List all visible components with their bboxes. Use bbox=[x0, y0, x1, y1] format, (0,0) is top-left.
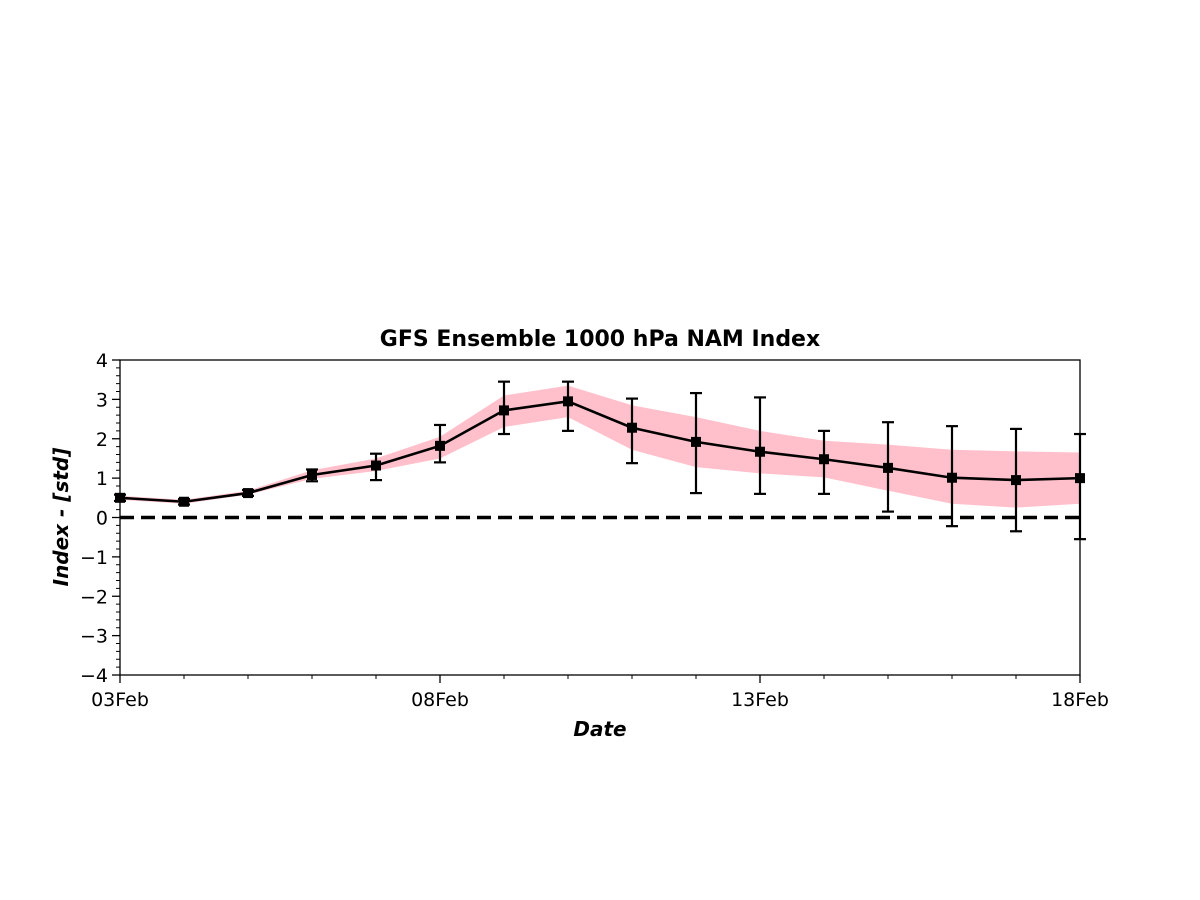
y-tick-label: −2 bbox=[80, 586, 108, 608]
y-tick-label: 3 bbox=[96, 389, 108, 411]
data-point bbox=[819, 454, 829, 465]
series-line bbox=[119, 400, 1081, 504]
data-point bbox=[755, 446, 765, 457]
data-point bbox=[243, 488, 253, 499]
x-tick-label: 13Feb bbox=[731, 689, 789, 711]
y-tick-label: 0 bbox=[96, 508, 108, 530]
data-point bbox=[371, 460, 381, 471]
data-point bbox=[1011, 475, 1021, 486]
x-axis-label: Date bbox=[573, 717, 626, 741]
data-point bbox=[883, 462, 893, 473]
y-tick-label: −3 bbox=[80, 626, 108, 648]
data-point bbox=[499, 405, 509, 416]
x-tick-label: 08Feb bbox=[411, 689, 469, 711]
y-tick-label: 4 bbox=[96, 350, 108, 372]
data-point bbox=[307, 469, 317, 480]
x-tick-label: 18Feb bbox=[1051, 689, 1109, 711]
data-point bbox=[563, 396, 573, 407]
spread-band bbox=[120, 385, 1080, 508]
x-tick-label: 03Feb bbox=[91, 689, 149, 711]
data-point bbox=[947, 472, 957, 483]
spread-band-layer bbox=[120, 385, 1080, 508]
y-tick-label: −1 bbox=[80, 547, 108, 569]
data-point bbox=[691, 436, 701, 447]
chart-title: GFS Ensemble 1000 hPa NAM Index bbox=[380, 327, 820, 352]
axes-layer: −4 −3 −2 −1 0 1 2 3 4 03Feb 08Feb 13Feb 18Feb bbox=[80, 350, 1109, 711]
y-axis-label: Index - [std] bbox=[49, 448, 73, 587]
data-point bbox=[179, 496, 189, 507]
y-tick-label: 2 bbox=[96, 429, 108, 451]
y-tick-label: 1 bbox=[96, 468, 108, 490]
y-tick-label: −4 bbox=[80, 665, 108, 687]
data-point bbox=[627, 422, 637, 433]
data-point bbox=[435, 440, 445, 451]
